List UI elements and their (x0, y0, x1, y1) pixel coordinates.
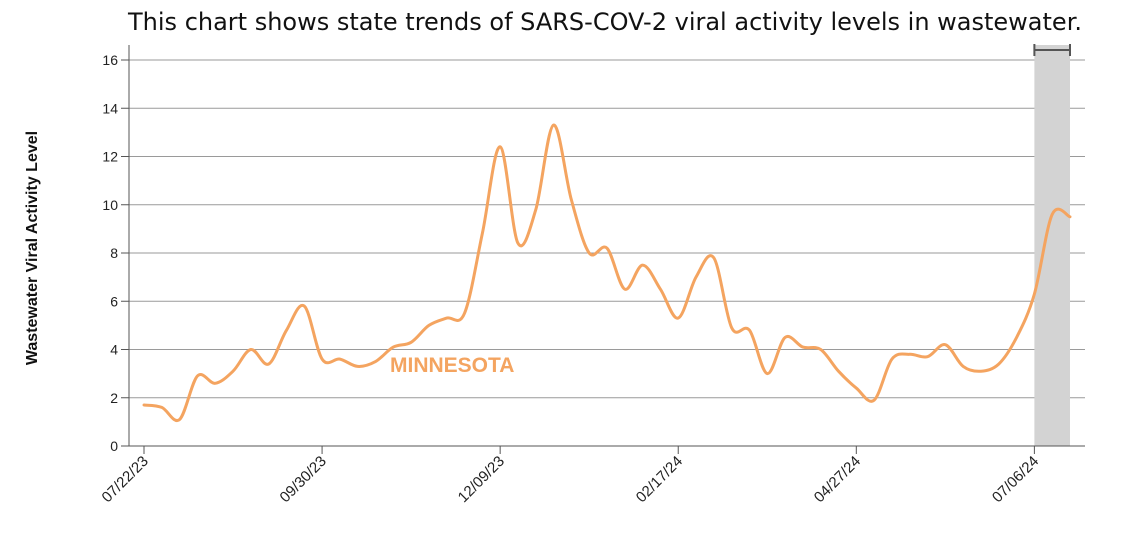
series-layer: MINNESOTA (142, 123, 1072, 423)
y-tick-label: 4 (110, 342, 118, 358)
y-axis-title: Wastewater Viral Activity Level (24, 131, 41, 365)
x-tick-label: 02/17/24 (633, 453, 686, 506)
series-line (142, 123, 1072, 423)
y-tick-label: 10 (102, 197, 118, 213)
y-tick-label: 12 (102, 149, 118, 165)
y-tick-label: 16 (102, 52, 118, 68)
x-tick-label: 12/09/23 (455, 453, 508, 506)
x-tick-label: 09/30/23 (277, 453, 330, 506)
y-tick-label: 2 (110, 390, 118, 406)
x-tick-label: 04/27/24 (811, 453, 864, 506)
grid-lines (129, 59, 1085, 399)
y-tick-label: 14 (102, 100, 118, 116)
x-tick-label: 07/06/24 (989, 453, 1042, 506)
y-tick-label: 8 (110, 245, 118, 261)
series-label: MINNESOTA (390, 354, 514, 377)
axes: 0 2 4 6 8 10 12 14 16 07/22/23 09/30/23 12/09/23 02/… (99, 45, 1085, 506)
y-tick-label: 6 (110, 293, 118, 309)
x-tick-label: 07/22/23 (99, 453, 152, 506)
highlight-band (1034, 45, 1070, 446)
highlight-region (1033, 44, 1071, 446)
y-tick-label: 0 (110, 438, 118, 454)
chart-title: This chart shows state trends of SARS-CO… (128, 8, 1082, 36)
